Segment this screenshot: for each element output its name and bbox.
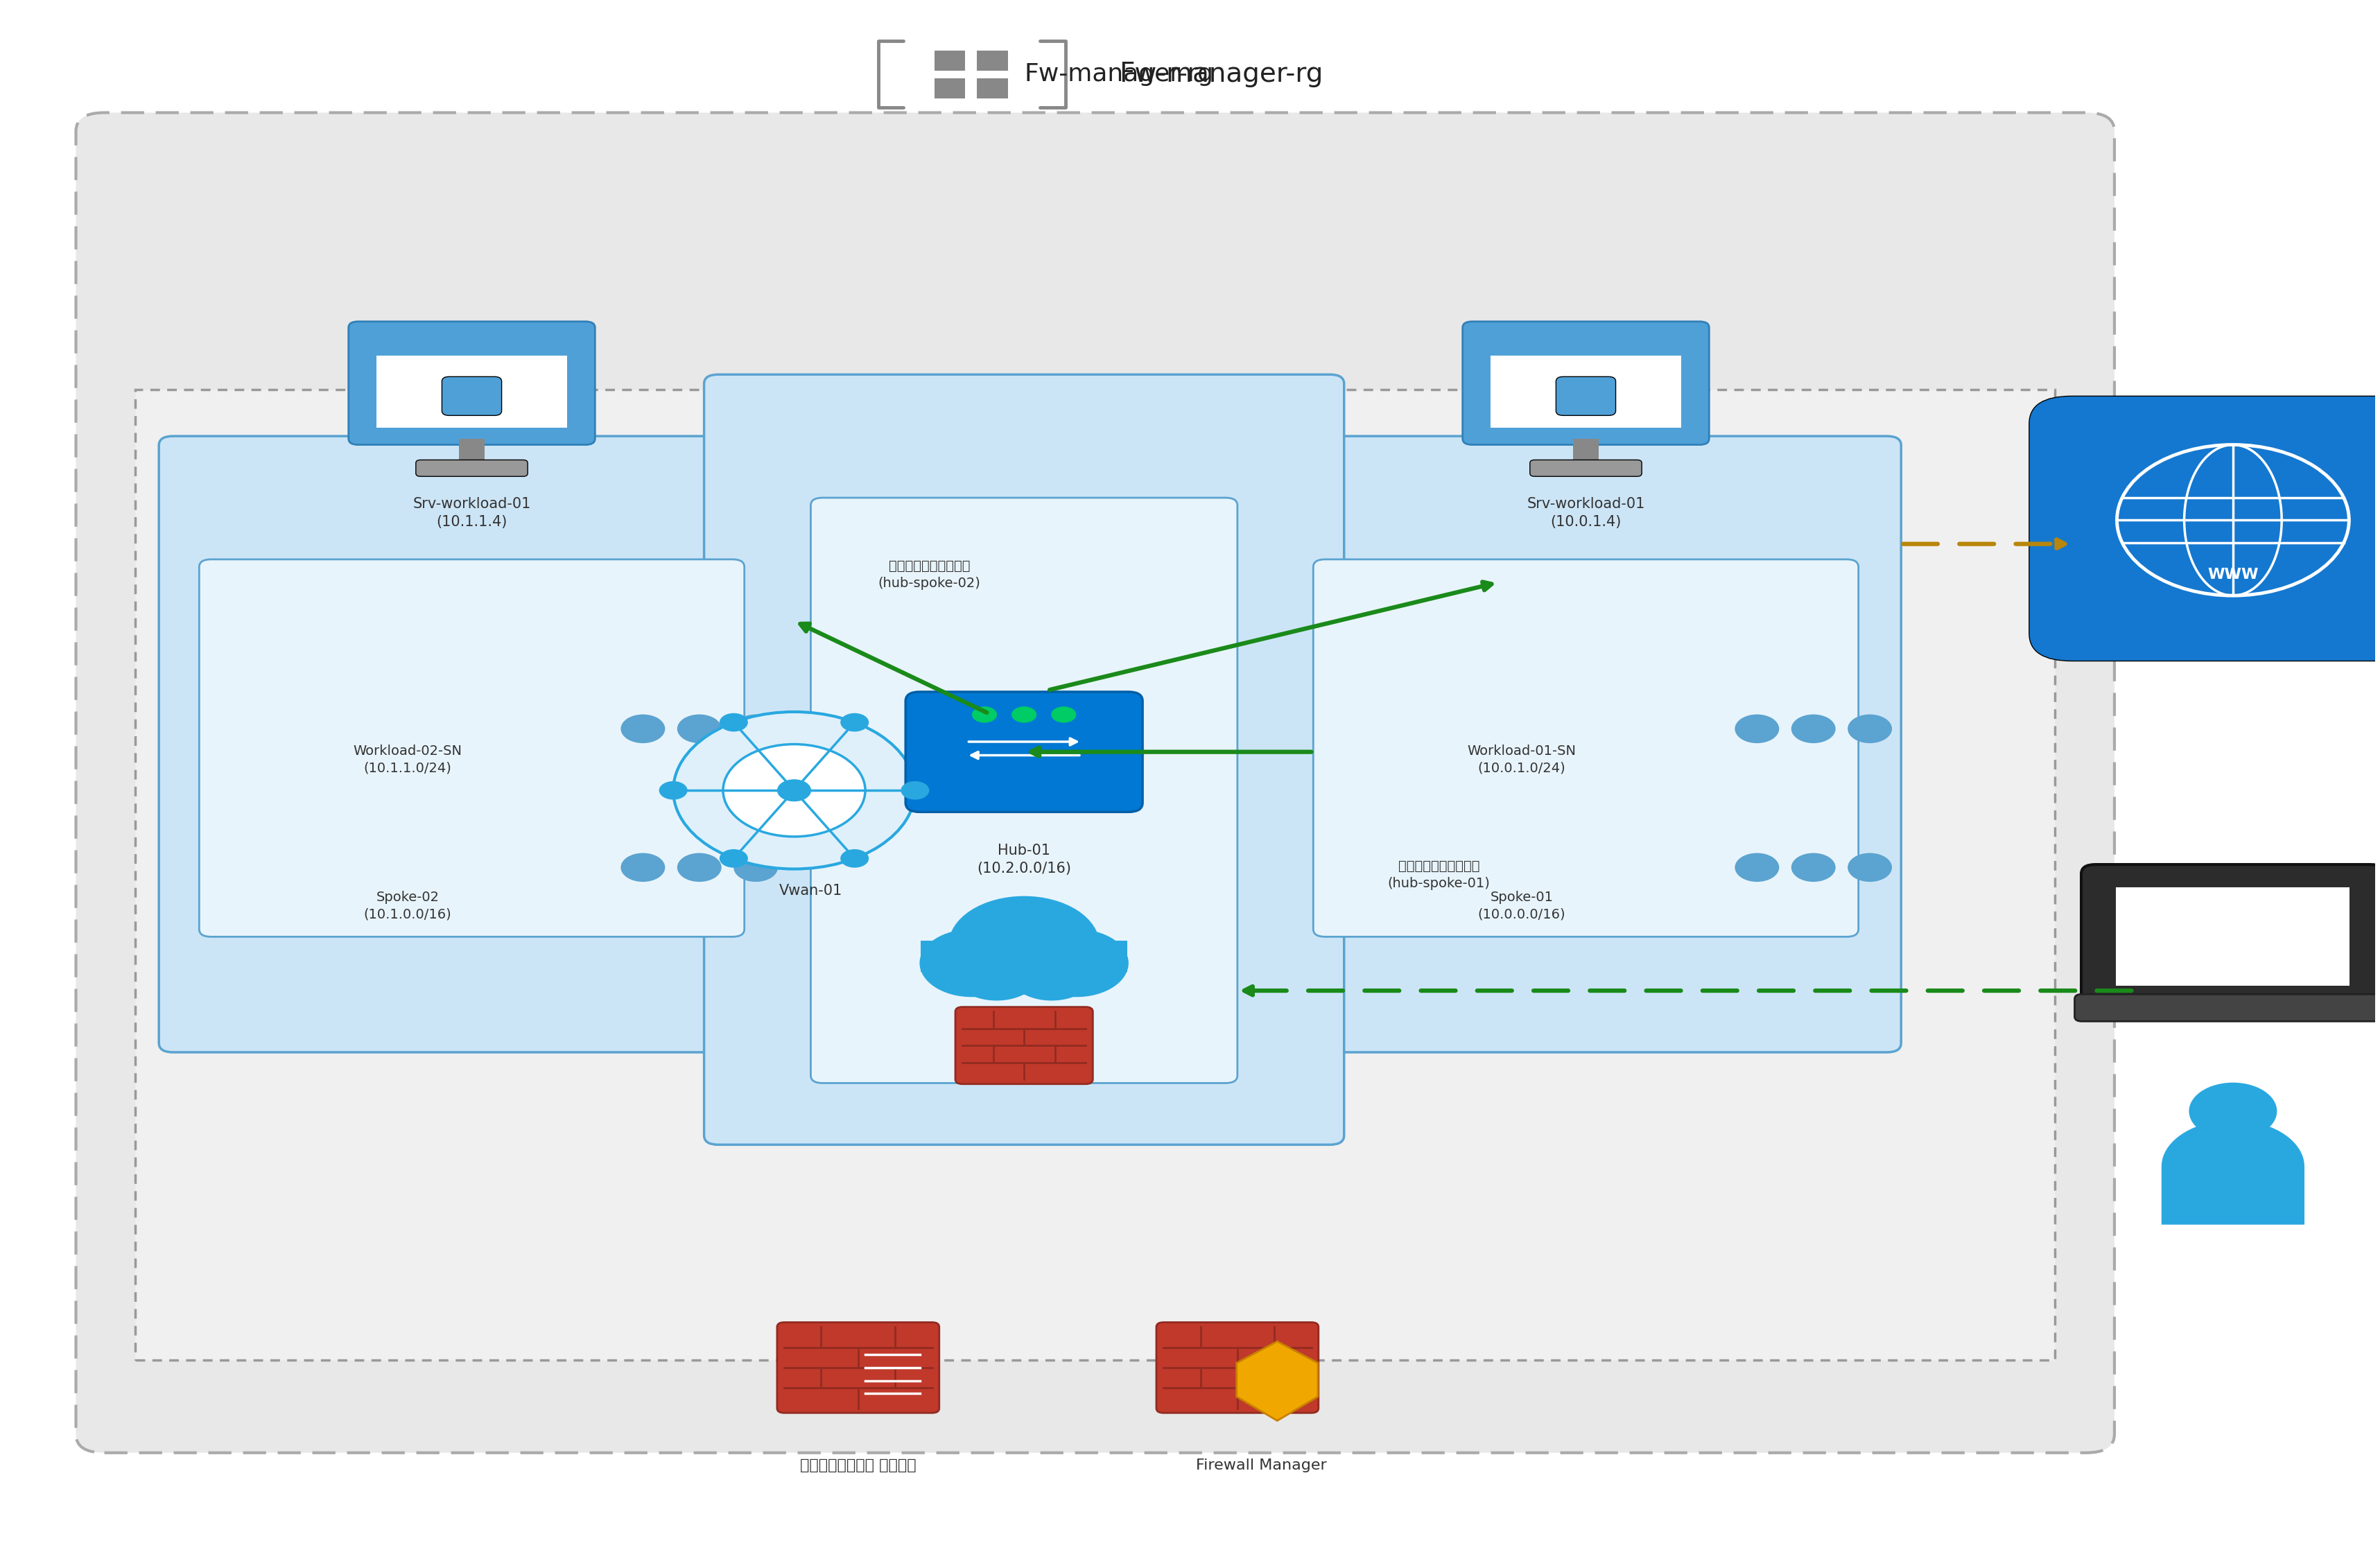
Circle shape [1792,715,1835,742]
Text: ファイアウォール ポリシー: ファイアウォール ポリシー [800,1459,916,1472]
Circle shape [1792,853,1835,882]
Circle shape [1011,707,1038,722]
FancyBboxPatch shape [2075,994,2380,1021]
Bar [1573,439,1599,465]
FancyBboxPatch shape [2030,397,2380,660]
Bar [921,941,1128,972]
Circle shape [971,707,997,722]
Circle shape [678,853,721,882]
Bar [2116,887,2349,986]
Circle shape [719,849,747,868]
Text: Vwan-01: Vwan-01 [778,884,843,897]
FancyBboxPatch shape [2080,865,2380,1008]
FancyBboxPatch shape [1530,460,1642,476]
FancyBboxPatch shape [778,1322,940,1414]
Text: 仰想ネットワーク接続
(hub-spoke-01): 仰想ネットワーク接続 (hub-spoke-01) [1388,860,1490,890]
FancyBboxPatch shape [1157,1322,1319,1414]
Bar [459,439,483,465]
Bar [935,51,966,71]
Circle shape [621,715,664,742]
Text: Hub-01
(10.2.0.0/16): Hub-01 (10.2.0.0/16) [976,843,1071,876]
FancyBboxPatch shape [443,377,502,415]
Circle shape [2116,445,2349,595]
Text: Workload-02-SN
(10.1.1.0/24): Workload-02-SN (10.1.1.0/24) [352,744,462,775]
Bar [1490,355,1680,428]
FancyBboxPatch shape [904,691,1142,812]
Bar [136,391,2056,1361]
Circle shape [719,713,747,732]
Circle shape [952,944,1040,1001]
Circle shape [900,781,928,800]
Circle shape [1735,715,1780,742]
Circle shape [1007,944,1095,1001]
Text: 仰想ネットワーク接続
(hub-spoke-02): 仰想ネットワーク接続 (hub-spoke-02) [878,560,981,591]
Text: Firewall Manager: Firewall Manager [1195,1459,1326,1472]
Bar [376,355,566,428]
FancyBboxPatch shape [347,321,595,445]
FancyBboxPatch shape [1273,436,1902,1052]
Bar [978,79,1007,99]
Text: Workload-01-SN
(10.0.1.0/24): Workload-01-SN (10.0.1.0/24) [1468,744,1576,775]
Circle shape [659,781,688,800]
Circle shape [674,711,914,870]
Circle shape [1847,715,1892,742]
Text: Spoke-02
(10.1.0.0/16): Spoke-02 (10.1.0.0/16) [364,891,452,921]
Text: Spoke-01
(10.0.0.0/16): Spoke-01 (10.0.0.0/16) [1478,891,1566,921]
FancyBboxPatch shape [1314,560,1859,936]
Polygon shape [1238,1341,1319,1421]
Circle shape [2190,1082,2278,1139]
FancyBboxPatch shape [812,498,1238,1083]
Circle shape [1735,853,1780,882]
Circle shape [840,849,869,868]
Text: Fw-manager-rg: Fw-manager-rg [1023,62,1214,85]
FancyBboxPatch shape [1464,321,1709,445]
Circle shape [778,780,812,801]
FancyBboxPatch shape [416,460,528,476]
FancyBboxPatch shape [954,1008,1092,1083]
Text: Srv-workload-01
(10.0.1.4): Srv-workload-01 (10.0.1.4) [1528,498,1645,529]
Text: Fw-manager-rg: Fw-manager-rg [1119,60,1323,87]
FancyBboxPatch shape [704,375,1345,1145]
Bar [978,51,1007,71]
Polygon shape [2161,1121,2304,1225]
Circle shape [840,713,869,732]
Circle shape [724,744,866,837]
Circle shape [919,928,1023,997]
Circle shape [1023,928,1128,997]
FancyBboxPatch shape [200,560,745,936]
Circle shape [1052,707,1076,722]
FancyBboxPatch shape [159,436,788,1052]
Circle shape [950,896,1100,995]
Circle shape [678,715,721,742]
Circle shape [733,715,778,742]
Circle shape [733,853,778,882]
Text: WWW: WWW [2209,567,2259,581]
Text: Srv-workload-01
(10.1.1.4): Srv-workload-01 (10.1.1.4) [412,498,531,529]
Circle shape [1847,853,1892,882]
Bar [935,79,966,99]
FancyBboxPatch shape [1557,377,1616,415]
FancyBboxPatch shape [76,113,2113,1452]
Circle shape [621,853,664,882]
